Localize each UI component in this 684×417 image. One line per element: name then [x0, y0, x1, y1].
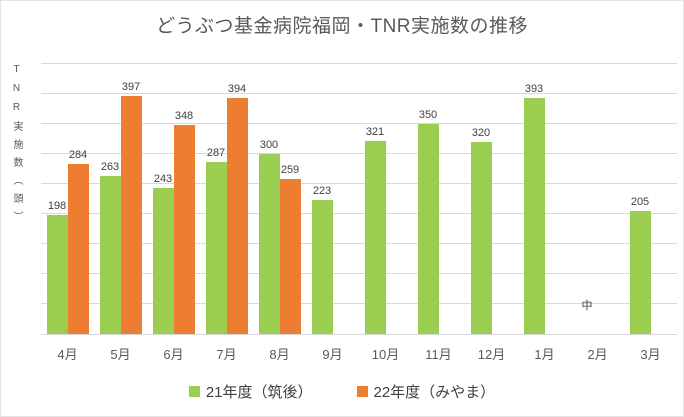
bar-4月-series-2	[67, 163, 89, 334]
data-label-12月-series-1: 320	[471, 127, 491, 139]
bar-5月-series-2	[120, 95, 142, 334]
data-label-4月-series-2: 284	[68, 148, 88, 161]
x-axis-labels: 4月 5月 6月 7月 8月 9月 10月 11月 12月 1月 2月 3月	[41, 344, 677, 363]
gridline	[41, 153, 677, 154]
data-label-10月-series-1: 321	[365, 126, 385, 139]
legend-item-series-2: 22年度（みやま）	[356, 381, 496, 402]
plot-area: 198 284 263 397 243 348 287 394 300 259 223 321 350 3…	[41, 63, 677, 335]
y-axis-label: TNR実施数（頭）	[11, 64, 22, 229]
gridline	[41, 93, 677, 94]
bar-6月-series-1	[152, 188, 174, 334]
chart-title: どうぶつ基金病院福岡・TNR実施数の推移	[155, 16, 529, 37]
bar-5月-series-1	[99, 176, 121, 334]
data-label-8月-series-2: 259	[280, 163, 300, 176]
legend-swatch-orange	[356, 386, 368, 397]
x-tick-label-10月: 10月	[371, 347, 400, 362]
data-label-5月-series-2: 397	[121, 80, 141, 93]
data-label-8月-series-1: 300	[259, 139, 279, 151]
bar-7月-series-2	[226, 97, 248, 334]
x-tick-label-9月: 9月	[322, 347, 343, 362]
gridline	[41, 63, 677, 64]
annotation-2月: 中	[581, 300, 593, 312]
x-tick-label-12月: 12月	[477, 347, 506, 362]
x-tick-label-7月: 7月	[216, 347, 237, 362]
gridline	[41, 183, 677, 184]
data-label-7月-series-1: 287	[206, 146, 226, 159]
gridline	[41, 213, 677, 214]
gridline	[41, 243, 677, 244]
legend-label-series-2: 22年度（みやま）	[373, 384, 496, 401]
data-label-7月-series-2: 394	[227, 82, 247, 95]
data-label-5月-series-1: 263	[100, 161, 120, 174]
data-label-1月-series-1: 393	[524, 83, 544, 96]
x-tick-label-11月: 11月	[425, 347, 452, 362]
data-label-3月-series-1: 205	[630, 196, 650, 208]
bar-8月-series-1	[258, 154, 280, 334]
bar-4月-series-1	[46, 215, 68, 334]
data-label-6月-series-2: 348	[174, 110, 194, 123]
x-tick-label-6月: 6月	[163, 347, 184, 362]
legend-swatch-green	[188, 386, 200, 397]
legend-item-series-1: 21年度（筑後）	[188, 381, 313, 402]
data-label-9月-series-1: 223	[312, 185, 332, 198]
bar-10月-series-1	[364, 141, 386, 334]
gridline	[41, 303, 677, 304]
data-label-11月-series-1: 350	[418, 109, 438, 121]
data-label-6月-series-1: 243	[153, 173, 173, 186]
bar-8月-series-2	[279, 178, 301, 334]
x-tick-label-2月: 2月	[587, 347, 608, 362]
data-label-4月-series-1: 198	[47, 200, 67, 213]
gridline	[41, 273, 677, 274]
x-tick-label-1月: 1月	[534, 347, 555, 362]
legend-label-series-1: 21年度（筑後）	[205, 384, 313, 401]
x-tick-label-8月: 8月	[269, 347, 290, 362]
bar-9月-series-1	[311, 200, 333, 334]
bar-1月-series-1	[523, 98, 545, 334]
x-tick-label-5月: 5月	[110, 347, 131, 362]
bar-12月-series-1	[470, 142, 492, 334]
x-tick-label-4月: 4月	[57, 347, 78, 362]
bar-11月-series-1	[417, 124, 439, 334]
gridline	[41, 123, 677, 124]
bar-7月-series-1	[205, 161, 227, 334]
bar-3月-series-1	[629, 211, 651, 334]
x-axis-line	[41, 334, 677, 335]
legend: 21年度（筑後） 22年度（みやま）	[1, 381, 683, 402]
bar-6月-series-2	[173, 125, 195, 334]
x-tick-label-3月: 3月	[640, 347, 661, 362]
